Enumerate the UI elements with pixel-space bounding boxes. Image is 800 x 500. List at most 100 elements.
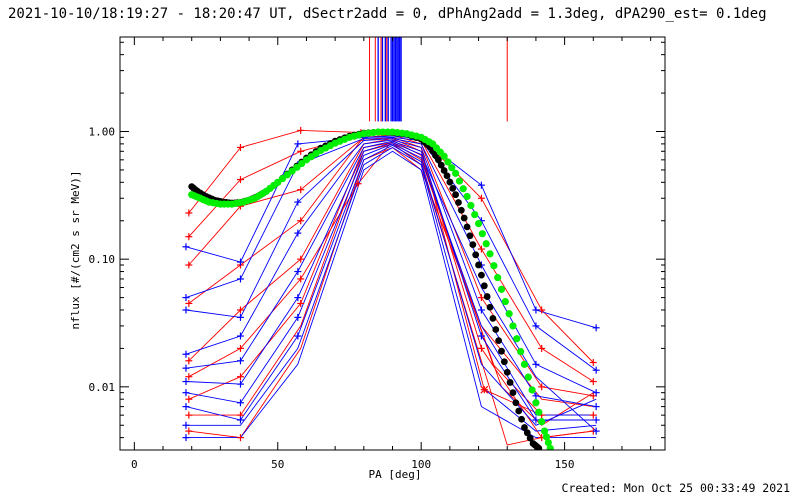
black-fit-point <box>518 415 525 423</box>
blue-data-point <box>532 392 540 400</box>
black-fit-point <box>480 282 488 290</box>
green-fit-point <box>467 201 475 210</box>
red-data-point <box>236 434 244 442</box>
blue-data-point <box>294 313 302 321</box>
black-fit-point <box>535 444 543 450</box>
red-data-point <box>185 427 193 435</box>
blue-data-point <box>294 294 302 302</box>
red-series-line <box>188 143 594 446</box>
green-fit-point <box>517 347 525 356</box>
green-fit-point <box>532 399 540 407</box>
black-fit-point <box>515 407 523 415</box>
blue-data-point <box>182 403 190 411</box>
red-data-point <box>477 294 485 302</box>
blue-data-point <box>236 399 244 407</box>
black-fit-point <box>452 191 460 199</box>
green-fit-point <box>478 230 486 238</box>
red-data-point <box>297 299 305 307</box>
red-data-point <box>185 299 193 307</box>
red-data-point <box>589 378 597 386</box>
green-fit-point <box>513 335 521 343</box>
green-fit-point <box>471 210 479 219</box>
green-fit-point <box>486 250 494 258</box>
black-fit-point <box>460 214 468 222</box>
blue-series-line <box>185 140 597 421</box>
blue-data-point <box>182 294 190 302</box>
red-data-point <box>236 306 244 314</box>
blue-data-point <box>592 389 600 397</box>
red-star-marker <box>480 385 489 394</box>
green-fit-point <box>497 285 506 293</box>
y-axis-title: nflux [#/(cm2 s sr MeV)] <box>69 171 82 330</box>
blue-data-point <box>236 258 244 266</box>
black-fit-point <box>469 241 477 249</box>
red-series-line <box>188 129 594 363</box>
x-tick-label: 0 <box>131 458 138 471</box>
black-fit-point <box>434 156 442 164</box>
blue-data-point <box>592 324 600 332</box>
blue-data-point <box>592 403 600 411</box>
blue-data-point <box>592 416 600 424</box>
black-fit-point <box>509 389 517 397</box>
blue-data-point <box>182 364 190 372</box>
green-fit-point <box>544 438 552 447</box>
green-fit-point <box>528 386 536 394</box>
red-data-point <box>297 275 305 283</box>
red-data-point <box>538 383 546 391</box>
green-fit-point <box>520 360 529 368</box>
green-fit-point <box>474 219 483 228</box>
x-tick-label: 100 <box>411 458 431 471</box>
red-data-point <box>185 357 193 365</box>
red-data-point <box>185 233 193 241</box>
black-fit-point <box>503 368 511 376</box>
black-fit-point <box>437 161 445 169</box>
black-fit-point <box>526 434 534 442</box>
blue-series-line <box>185 143 597 416</box>
blue-data-point <box>477 332 485 340</box>
y-tick-label: 0.01 <box>89 381 116 394</box>
green-fit-point <box>501 297 509 306</box>
green-fit-point <box>490 262 498 270</box>
green-fit-point <box>540 427 549 435</box>
blue-data-point <box>236 380 244 388</box>
blue-data-point <box>182 350 190 358</box>
blue-data-point <box>592 366 600 374</box>
red-data-point <box>477 344 485 352</box>
blue-data-point <box>592 427 600 435</box>
red-data-point <box>185 411 193 419</box>
red-data-point <box>297 255 305 263</box>
blue-data-point <box>236 313 244 321</box>
green-fit-point <box>440 152 448 160</box>
black-fit-point <box>446 178 454 186</box>
blue-data-point <box>532 322 540 330</box>
green-fit-point <box>524 373 532 381</box>
x-tick-label: 50 <box>271 458 284 471</box>
y-tick-label: 1.00 <box>89 126 116 139</box>
blue-data-point <box>532 416 540 424</box>
blue-data-point <box>236 357 244 365</box>
black-fit-point <box>495 337 503 345</box>
y-tick-label: 0.10 <box>89 253 116 266</box>
black-fit-point <box>523 429 531 437</box>
red-data-point <box>236 344 244 352</box>
black-fit-point <box>498 347 505 355</box>
green-fit-point <box>452 169 460 177</box>
blue-data-point <box>532 306 540 314</box>
blue-series-line <box>185 142 597 432</box>
black-fit-point <box>478 271 485 279</box>
black-fit-point <box>472 251 480 259</box>
red-series-line <box>188 142 594 426</box>
red-data-point <box>185 373 193 381</box>
blue-data-point <box>477 181 485 189</box>
blue-data-point <box>182 306 190 314</box>
blue-data-point <box>236 275 244 283</box>
blue-data-point <box>477 306 485 314</box>
black-fit-point <box>506 379 514 386</box>
blue-series-line <box>186 146 597 432</box>
red-data-point <box>354 180 362 188</box>
green-fit-point <box>509 322 517 330</box>
x-axis-title: PA [deg] <box>369 468 422 481</box>
black-fit-point <box>455 199 462 206</box>
black-fit-point <box>466 232 474 240</box>
